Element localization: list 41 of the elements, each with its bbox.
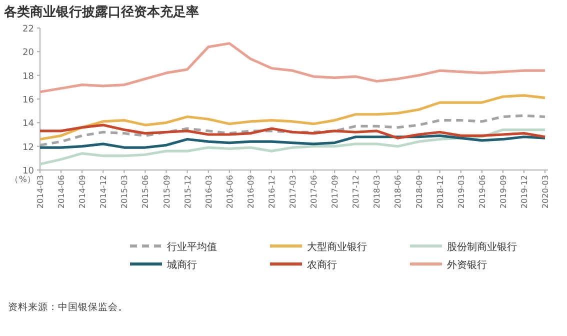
y-tick-label: 10: [22, 166, 34, 176]
x-tick-label: 2016-09: [246, 175, 256, 208]
x-tick-label: 2016-03: [204, 175, 214, 208]
y-tick-label: 22: [22, 24, 34, 34]
x-tick-label: 2019-03: [456, 175, 466, 208]
x-tick-label: 2014-12: [99, 175, 108, 208]
x-tick-label: 2017-12: [352, 175, 361, 208]
x-tick-label: 2017-09: [330, 175, 340, 208]
x-tick-label: 2020-03: [541, 175, 550, 208]
x-tick-label: 2015-03: [120, 175, 130, 208]
legend-label: 城商行: [166, 259, 197, 271]
y-tick-label: 16: [22, 96, 34, 106]
x-tick-label: 2015-06: [141, 175, 150, 208]
x-tick-label: 2015-09: [162, 175, 172, 208]
y-tick-label: 14: [22, 119, 34, 130]
legend-label: 股份制商业银行: [447, 241, 517, 253]
legend-label: 大型商业银行: [307, 241, 367, 253]
chart-title: 各类商业银行披露口径资本充足率: [3, 4, 199, 20]
x-tick-label: 2018-09: [414, 175, 424, 208]
y-tick-label: 12: [22, 142, 34, 153]
legend-label: 农商行: [307, 259, 337, 271]
x-tick-label: 2018-12: [436, 175, 445, 208]
x-tick-label: 2014-03: [36, 175, 45, 208]
x-tick-label: 2019-12: [520, 175, 529, 208]
x-tick-label: 2018-03: [372, 175, 382, 208]
x-tick-label: 2015-12: [183, 175, 192, 208]
x-tick-label: 2014-06: [57, 175, 66, 208]
x-tick-label: 2014-09: [78, 175, 88, 208]
text: 资料来源：中国银保监会。: [8, 301, 128, 313]
y-axis-title: （%）: [10, 175, 36, 185]
x-tick-label: 2019-09: [498, 175, 508, 208]
legend-label: 外资银行: [447, 259, 487, 271]
y-tick-label: 18: [22, 72, 34, 82]
legend-label: 行业平均值: [167, 241, 217, 253]
x-tick-label: 2016-06: [225, 175, 234, 208]
x-tick-label: 2019-06: [478, 175, 487, 208]
x-tick-label: 2017-03: [288, 175, 298, 208]
y-tick-label: 20: [22, 48, 34, 58]
x-tick-label: 2017-06: [310, 175, 319, 208]
x-tick-label: 2016-12: [267, 175, 276, 208]
x-tick-label: 2018-06: [394, 175, 403, 208]
